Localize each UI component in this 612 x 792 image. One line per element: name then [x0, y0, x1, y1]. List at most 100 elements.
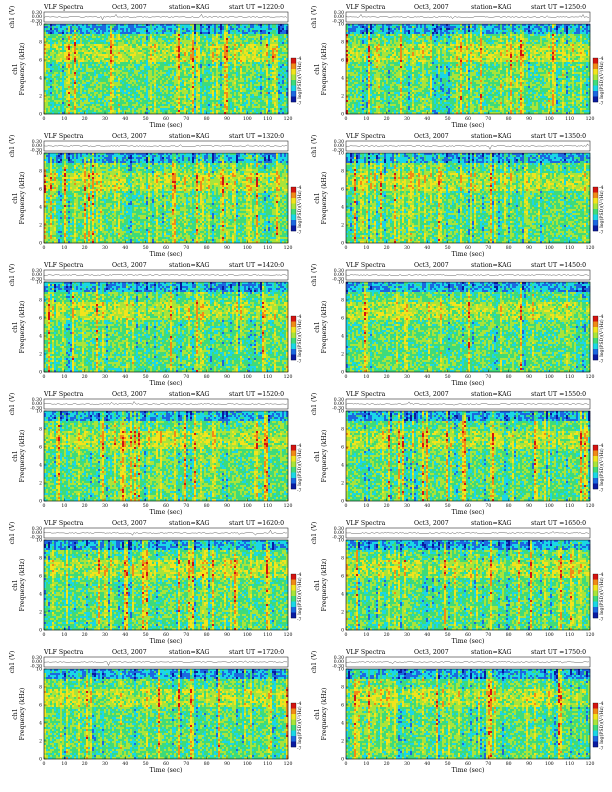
spectrogram-cell — [70, 42, 72, 44]
spectrogram-cell — [164, 66, 166, 68]
spectrogram-cell — [126, 52, 128, 54]
spectrogram-cell — [106, 30, 108, 32]
spectrogram-cell — [210, 88, 212, 90]
spectrogram-cell — [170, 26, 172, 28]
spectrogram-cell — [80, 84, 82, 86]
spectrogram-cell — [50, 110, 52, 112]
spectrogram-cell — [244, 42, 246, 44]
spectrogram-cell — [194, 72, 196, 74]
spectrogram-cell — [262, 96, 264, 98]
spectrogram-cell — [228, 108, 230, 110]
spectrogram-cell — [200, 44, 202, 46]
spectrogram-cell — [136, 72, 138, 74]
spectrogram-cell — [216, 62, 218, 64]
spectrogram-cell — [146, 92, 148, 94]
spectrogram-cell — [248, 54, 250, 56]
spectrogram-cell — [174, 92, 176, 94]
spectrogram-cell — [70, 86, 72, 88]
spectrogram-cell — [74, 26, 76, 28]
spectrogram-cell — [226, 40, 228, 42]
spectrogram-cell — [124, 30, 126, 32]
spectrogram-cell — [176, 38, 178, 40]
spectrogram-cell — [236, 32, 238, 34]
spectrogram-cell — [260, 80, 262, 82]
spectrogram-cell — [134, 82, 136, 84]
spectrogram-cell — [50, 46, 52, 48]
spectrogram-cell — [202, 26, 204, 28]
spectrogram-cell — [48, 66, 50, 68]
spectrogram-cell — [80, 68, 82, 70]
spectrogram-cell — [126, 70, 128, 72]
spectrogram-cell — [58, 28, 60, 30]
spectrogram-cell — [184, 28, 186, 30]
spectrogram-cell — [122, 36, 124, 38]
spectrogram-cell — [234, 52, 236, 54]
spectrogram-cell — [260, 68, 262, 70]
spectrogram-cell — [82, 24, 84, 26]
spectrogram-cell — [112, 106, 114, 108]
spectrogram-cell — [44, 24, 46, 26]
spectrogram-cell — [222, 38, 224, 40]
spectrogram-cell — [142, 32, 144, 34]
spectrogram-cell — [144, 32, 146, 34]
spectrogram-cell — [98, 76, 100, 78]
spectrogram-cell — [72, 60, 74, 62]
spectrogram-cell — [60, 108, 62, 110]
spectrogram-cell — [118, 32, 120, 34]
spectrogram-cell — [160, 52, 162, 54]
spectrogram-cell — [62, 40, 64, 42]
spectrogram-cell — [220, 50, 222, 52]
spectrogram-cell — [168, 64, 170, 66]
spectrogram-cell — [128, 34, 130, 36]
spectrogram-cell — [90, 28, 92, 30]
spectrogram-cell — [142, 94, 144, 96]
spectrogram-cell — [66, 104, 68, 106]
spectrogram-cell — [178, 52, 180, 54]
spectrogram-cell — [118, 110, 120, 112]
spectrogram-cell — [252, 108, 254, 110]
spectrogram-cell — [52, 40, 54, 42]
spectrogram-cell — [84, 42, 86, 44]
spectrogram-cell — [132, 48, 134, 50]
spectrogram-cell — [192, 102, 194, 104]
spectrogram-cell — [78, 40, 80, 42]
spectrogram-cell — [108, 108, 110, 110]
spectrogram-cell — [184, 80, 186, 82]
spectrogram-cell — [144, 28, 146, 30]
spectrogram-cell — [52, 96, 54, 98]
spectrogram-cell — [110, 28, 112, 30]
spectrogram-cell — [172, 108, 174, 110]
spectrogram-cell — [172, 44, 174, 46]
spectrogram-cell — [120, 52, 122, 54]
spectrogram-cell — [218, 106, 220, 108]
spectrogram-cell — [126, 62, 128, 64]
spectrogram-cell — [262, 98, 264, 100]
spectrogram-cell — [190, 48, 192, 50]
spectrogram-cell — [222, 44, 224, 46]
spectrogram-cell — [234, 30, 236, 32]
spectrogram-cell — [180, 102, 182, 104]
spectrogram-cell — [88, 94, 90, 96]
spectrogram-cell — [124, 88, 126, 90]
spectrogram-cell — [134, 78, 136, 80]
spectrogram-cell — [226, 44, 228, 46]
spectrogram-cell — [74, 64, 76, 66]
spectrogram-cell — [192, 36, 194, 38]
spectrogram-cell — [230, 70, 232, 72]
spectrogram-cell — [102, 88, 104, 90]
spectrogram-cell — [194, 60, 196, 62]
spectrogram-cell — [100, 32, 102, 34]
spectrogram-cell — [54, 110, 56, 112]
spectrogram-cell — [76, 78, 78, 80]
spectrogram-cell — [130, 44, 132, 46]
spectrogram-cell — [204, 48, 206, 50]
spectrogram-cell — [192, 76, 194, 78]
spectrogram-cell — [120, 66, 122, 68]
spectrogram-cell — [218, 28, 220, 30]
spectrogram-cell — [216, 46, 218, 48]
spectrogram-cell — [124, 110, 126, 112]
spectrogram-cell — [48, 80, 50, 82]
spectrogram-cell — [264, 54, 266, 56]
spectrogram-cell — [204, 94, 206, 96]
spectrogram-cell — [196, 38, 198, 40]
